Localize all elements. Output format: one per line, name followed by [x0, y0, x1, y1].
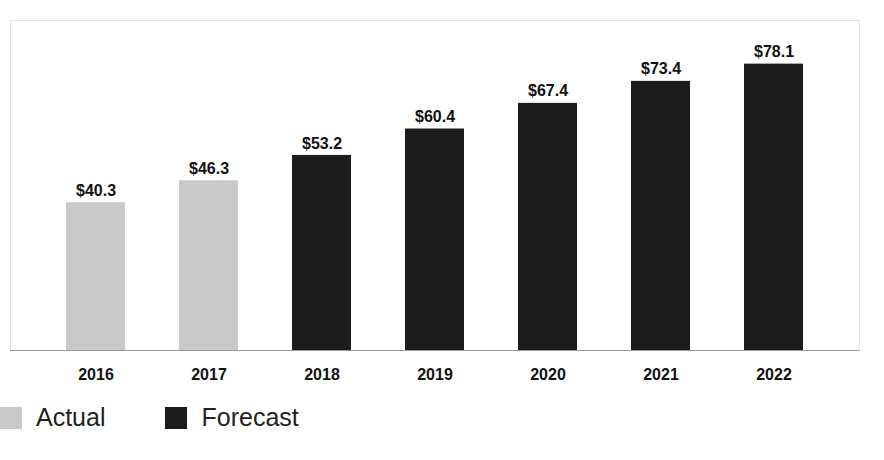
- svg-text:2019: 2019: [417, 366, 453, 383]
- svg-text:$73.4: $73.4: [641, 60, 681, 77]
- svg-text:2018: 2018: [304, 366, 340, 383]
- html-text:Actual: Actual: [36, 403, 106, 431]
- svg-text:2017: 2017: [191, 366, 227, 383]
- svg-text:$46.3: $46.3: [189, 160, 229, 177]
- svg-text:$53.2: $53.2: [302, 135, 342, 152]
- svg-text:$60.4: $60.4: [415, 108, 455, 125]
- svg-text:$78.1: $78.1: [754, 43, 794, 60]
- html-text:Forecast: Forecast: [201, 403, 299, 431]
- svg-text:2022: 2022: [756, 366, 792, 383]
- svg-text:2016: 2016: [78, 366, 114, 383]
- svg-text:$67.4: $67.4: [528, 82, 568, 99]
- svg-text:2020: 2020: [530, 366, 566, 383]
- svg-text:2021: 2021: [643, 366, 679, 383]
- svg-text:$40.3: $40.3: [76, 182, 116, 199]
